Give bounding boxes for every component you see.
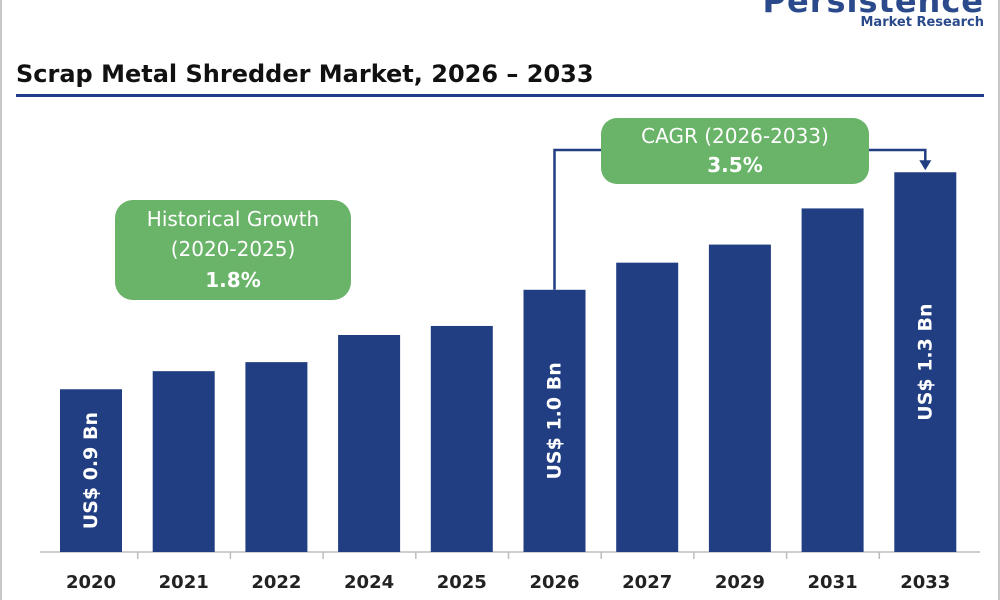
historical-growth-period: (2020-2025): [171, 237, 296, 261]
x-tick-label-2021: 2021: [159, 572, 209, 593]
bar-2026: [523, 289, 586, 552]
bar-2021: [152, 371, 215, 552]
historical-growth-value: 1.8%: [205, 268, 260, 292]
brand-subtitle: Market Research: [860, 15, 985, 30]
bar-2031: [801, 208, 864, 552]
x-tick-label-2033: 2033: [900, 572, 950, 593]
bar-2033: [894, 172, 957, 552]
data-label-2033: US$ 1.3 Bn: [914, 304, 936, 421]
bar-2025: [430, 325, 493, 552]
brand-name: Persistence: [762, 0, 984, 20]
chart-title: Scrap Metal Shredder Market, 2026 – 2033: [16, 60, 594, 88]
title-rule: [16, 94, 984, 97]
x-tick-label-2024: 2024: [344, 572, 394, 593]
x-tick-label-2027: 2027: [622, 572, 672, 593]
historical-growth-label: Historical Growth: [147, 207, 319, 231]
data-label-2026: US$ 1.0 Bn: [544, 362, 566, 479]
x-tick-label-2020: 2020: [66, 572, 116, 593]
cagr-label: CAGR (2026-2033): [641, 124, 829, 148]
data-label-2020: US$ 0.9 Bn: [80, 412, 102, 529]
bar-2022: [245, 362, 308, 552]
cagr-arrowhead: [919, 160, 932, 171]
bar-2020: [60, 389, 122, 552]
cagr-value: 3.5%: [707, 153, 762, 177]
x-tick-label-2029: 2029: [715, 572, 765, 593]
brand-logo: Persistence Market Research: [763, 0, 984, 30]
bar-2024: [338, 335, 401, 552]
bar-2029: [708, 244, 771, 553]
x-tick-label-2026: 2026: [529, 572, 579, 593]
cagr-callout: [601, 118, 869, 184]
x-tick-label-2025: 2025: [437, 572, 487, 593]
historical-growth-callout: [115, 200, 351, 300]
x-tick-label-2031: 2031: [808, 572, 858, 593]
x-tick-label-2022: 2022: [251, 572, 301, 593]
bar-2027: [616, 262, 679, 552]
